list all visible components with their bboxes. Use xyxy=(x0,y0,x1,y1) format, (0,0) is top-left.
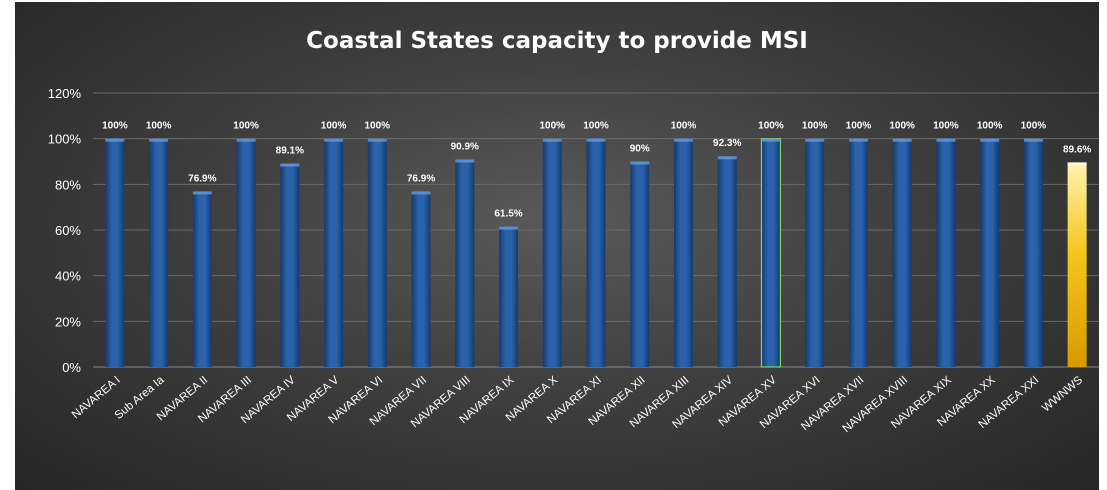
data-label: 100% xyxy=(539,121,565,132)
bar-top-highlight xyxy=(542,138,562,142)
bar-top-highlight xyxy=(586,138,606,142)
bar xyxy=(673,138,693,367)
data-label: 100% xyxy=(233,121,259,132)
bar xyxy=(586,138,606,367)
bar xyxy=(1067,162,1087,367)
bar-top-highlight xyxy=(673,138,693,142)
bar-top-highlight xyxy=(411,191,431,195)
y-tick-label: 100% xyxy=(48,132,82,147)
data-label: 100% xyxy=(1021,121,1047,132)
bar-top-highlight xyxy=(324,138,344,142)
bar xyxy=(149,138,169,367)
bar xyxy=(630,161,650,367)
bars xyxy=(105,138,1087,368)
bar xyxy=(848,138,868,367)
data-label: 100% xyxy=(889,121,915,132)
data-label: 100% xyxy=(758,121,784,132)
y-tick-label: 40% xyxy=(55,269,81,284)
bar-top-highlight xyxy=(455,159,475,163)
data-label: 76.9% xyxy=(188,173,216,184)
bar-top-highlight xyxy=(1023,138,1043,142)
bar xyxy=(760,138,782,368)
bar-top-highlight xyxy=(892,138,912,142)
data-label: 89.1% xyxy=(276,146,304,157)
bar xyxy=(892,138,912,367)
bar xyxy=(1023,138,1043,367)
bar xyxy=(936,138,956,367)
data-label: 100% xyxy=(365,121,391,132)
bar-top-highlight xyxy=(192,191,212,195)
data-label: 100% xyxy=(583,121,609,132)
bar xyxy=(324,138,344,367)
bar-top-highlight xyxy=(149,138,169,142)
bar xyxy=(805,138,825,367)
bar xyxy=(455,159,475,367)
data-label: 100% xyxy=(933,121,959,132)
bar xyxy=(192,191,212,367)
data-label: 100% xyxy=(846,121,872,132)
data-label: 100% xyxy=(146,121,172,132)
bar xyxy=(236,138,256,367)
y-tick-label: 120% xyxy=(48,86,82,101)
bar xyxy=(542,138,562,367)
bar-top-highlight xyxy=(848,138,868,142)
data-label: 90.9% xyxy=(451,141,479,152)
y-tick-label: 20% xyxy=(55,314,81,329)
data-label: 92.3% xyxy=(713,138,741,149)
bar-top-highlight xyxy=(280,163,300,167)
bar-top-highlight xyxy=(761,138,781,142)
bar-chart: Coastal States capacity to provide MSI 0… xyxy=(48,28,1099,435)
data-label: 100% xyxy=(977,121,1003,132)
data-label: 100% xyxy=(802,121,828,132)
bar-top-highlight xyxy=(105,138,125,142)
data-label: 100% xyxy=(321,121,347,132)
bar-top-highlight xyxy=(717,156,737,160)
chart-title: Coastal States capacity to provide MSI xyxy=(306,28,808,54)
y-tick-label: 0% xyxy=(62,360,81,375)
bar-top-highlight xyxy=(499,226,519,230)
bar-top-highlight xyxy=(630,161,650,165)
bar xyxy=(717,156,737,367)
bar xyxy=(411,191,431,367)
bar xyxy=(367,138,387,367)
data-label: 100% xyxy=(671,121,697,132)
data-label: 89.6% xyxy=(1063,144,1091,155)
bar-top-highlight xyxy=(805,138,825,142)
bar xyxy=(105,138,125,367)
bar xyxy=(280,163,300,367)
bar-top-highlight xyxy=(367,138,387,142)
data-labels: 100% 100% 76.9% 100% 89.1% 100% 100% 76.9% 90.9%… xyxy=(102,121,1091,220)
y-tick-label: 60% xyxy=(55,223,81,238)
bar-top-highlight xyxy=(236,138,256,142)
x-tick-label: WWNWS xyxy=(1040,374,1085,415)
bar-top-highlight xyxy=(936,138,956,142)
y-axis: 0% 20% 40% 60% 80% 100% 120% xyxy=(48,86,82,375)
data-label: 76.9% xyxy=(407,173,435,184)
chart-frame: Coastal States capacity to provide MSI 0… xyxy=(15,2,1099,490)
y-tick-label: 80% xyxy=(55,177,81,192)
bar-top-highlight xyxy=(980,138,1000,142)
data-label: 90% xyxy=(630,144,650,155)
data-label: 61.5% xyxy=(494,209,522,220)
bar xyxy=(499,226,519,367)
bar xyxy=(980,138,1000,367)
data-label: 100% xyxy=(102,121,128,132)
bar-top-highlight xyxy=(1067,162,1087,166)
